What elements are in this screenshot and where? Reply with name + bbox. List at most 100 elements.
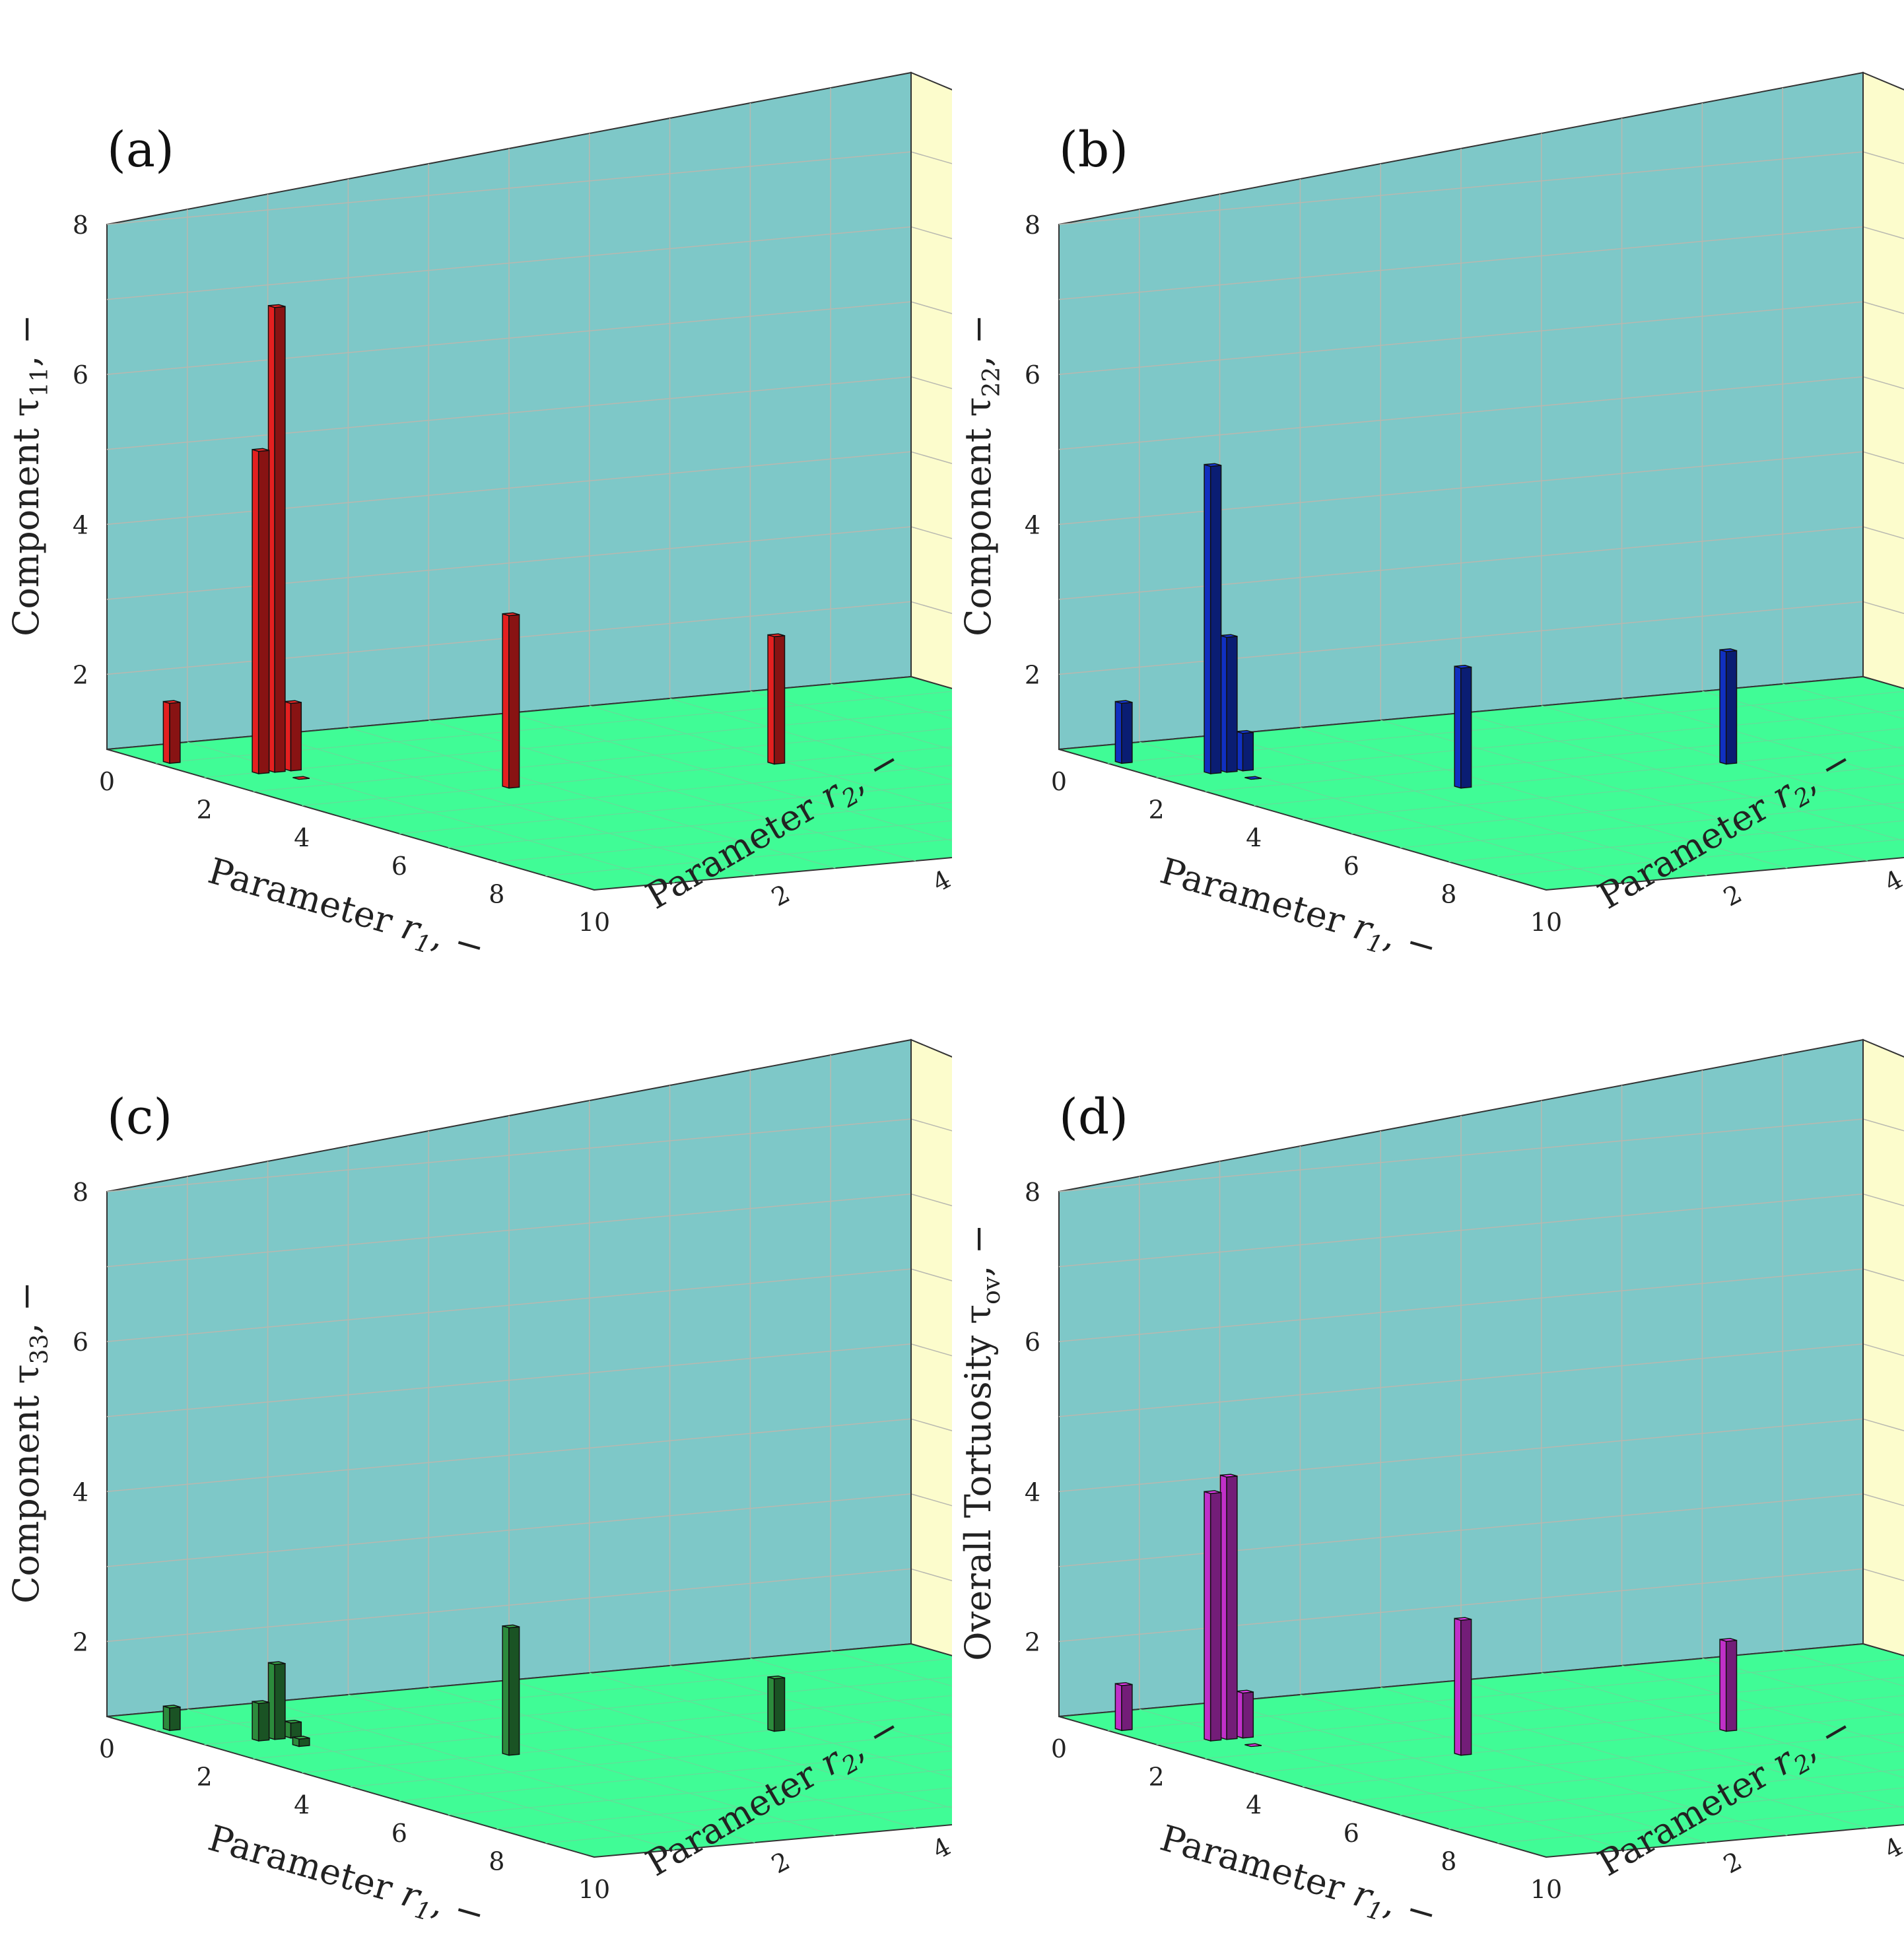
bar [267, 304, 286, 773]
x-tick-label: 0 [1051, 767, 1067, 796]
bar [1219, 634, 1238, 773]
bar [252, 448, 270, 775]
x-tick-label: 10 [1530, 1875, 1562, 1904]
bar [1114, 700, 1133, 764]
x-tick-label: 10 [578, 908, 610, 937]
z-tick-label: 4 [73, 1477, 88, 1507]
z-tick-label: 8 [1025, 211, 1040, 240]
x-tick-label: 6 [391, 1819, 407, 1848]
floor-grid [155, 1650, 952, 1850]
bar [767, 633, 786, 765]
floor [106, 675, 952, 891]
panel-b: 24680246810246810(b)Component τ22, −Para… [952, 0, 1904, 967]
bar [1244, 1743, 1262, 1748]
bar [252, 1700, 270, 1742]
x-tick-label: 6 [391, 852, 407, 881]
x-tick-label: 0 [1051, 1734, 1067, 1763]
floor [106, 1643, 952, 1858]
bars [162, 1624, 786, 1756]
z-tick-label: 2 [1025, 1627, 1040, 1656]
x-tick-label: 4 [1246, 1790, 1262, 1819]
bar [767, 1675, 786, 1732]
z-tick-label: 2 [73, 660, 88, 689]
x-tick-label: 4 [1246, 823, 1262, 852]
bar [162, 1705, 181, 1732]
x-tick-label: 2 [1149, 1763, 1165, 1792]
z-axis-title: Component τ11, − [5, 314, 53, 636]
x-tick-label: 8 [489, 879, 504, 908]
bars [162, 304, 786, 789]
bar [1454, 665, 1472, 789]
bar [1114, 1682, 1133, 1732]
y-tick-label: 2 [766, 879, 794, 912]
bar [502, 612, 520, 789]
y-tick-label: 4 [928, 1831, 952, 1864]
bar [1219, 1474, 1238, 1740]
panel-label: (b) [1059, 121, 1128, 178]
x-tick-label: 8 [1441, 1847, 1456, 1876]
bars [1114, 1474, 1738, 1756]
wall-grid [1058, 1055, 1904, 1709]
wall-grid [1058, 88, 1904, 742]
y-tick-label: 4 [1880, 1831, 1904, 1864]
z-tick-label: 2 [73, 1627, 88, 1656]
bar [1204, 463, 1222, 775]
bar [1236, 730, 1254, 772]
panel-label: (c) [107, 1089, 172, 1145]
x-axis-title: Parameter r1, − [1154, 850, 1441, 967]
x-tick-label: 2 [197, 1763, 213, 1792]
z-axis-title: Component τ22, − [957, 314, 1005, 636]
bar [1204, 1490, 1222, 1742]
x-tick-label: 4 [294, 1790, 310, 1819]
bar [162, 700, 181, 764]
z-tick-label: 6 [73, 1328, 88, 1357]
bar [1719, 648, 1738, 765]
y-tick-label: 2 [1718, 1846, 1746, 1879]
panel-a: 24680246810246810(a)Component τ11, −Para… [0, 0, 952, 967]
x-tick-label: 2 [1149, 796, 1165, 825]
z-tick-label: 2 [1025, 660, 1040, 689]
x-tick-label: 6 [1343, 1819, 1359, 1848]
y-tick-label: 2 [1718, 879, 1746, 912]
z-tick-label: 6 [1025, 360, 1040, 390]
bar [502, 1624, 520, 1756]
x-tick-label: 0 [99, 1734, 115, 1763]
z-tick-label: 6 [73, 360, 88, 390]
z-axis-title: Overall Tortuosity τov, − [957, 1224, 1005, 1660]
bar [284, 1719, 302, 1739]
z-tick-label: 4 [1025, 1477, 1040, 1507]
bar [1454, 1617, 1472, 1756]
y-tick-label: 4 [1880, 864, 1904, 897]
floor-grid [1107, 683, 1904, 883]
x-tick-label: 10 [578, 1875, 610, 1904]
x-tick-label: 2 [197, 796, 213, 825]
floor [1058, 675, 1904, 891]
wall-grid [106, 88, 952, 742]
bar [1244, 776, 1262, 780]
x-tick-label: 8 [1441, 879, 1456, 908]
x-tick-label: 0 [99, 767, 115, 796]
y-tick-label: 4 [928, 864, 952, 897]
panel-label: (d) [1059, 1089, 1128, 1145]
y-tick-label: 2 [766, 1846, 794, 1879]
bar [292, 776, 310, 780]
bar [1719, 1638, 1738, 1732]
panel-label: (a) [107, 121, 174, 178]
z-tick-label: 4 [1025, 510, 1040, 539]
x-tick-label: 4 [294, 823, 310, 852]
floor-grid [155, 683, 952, 883]
z-tick-label: 6 [1025, 1328, 1040, 1357]
z-tick-label: 8 [73, 211, 88, 240]
panel-c: 24680246810246810(c)Component τ33, −Para… [0, 967, 952, 1934]
x-tick-label: 6 [1343, 852, 1359, 881]
z-tick-label: 4 [73, 510, 88, 539]
x-axis-title: Parameter r1, − [1154, 1817, 1441, 1934]
bar [267, 1661, 286, 1740]
wall-grid [106, 1055, 952, 1709]
z-tick-label: 8 [1025, 1178, 1040, 1207]
z-axis-title: Component τ33, − [5, 1281, 53, 1604]
bar [284, 700, 302, 772]
panel-d: 24680246810246810(d)Overall Tortuosity τ… [952, 967, 1904, 1934]
bar [1236, 1689, 1254, 1739]
